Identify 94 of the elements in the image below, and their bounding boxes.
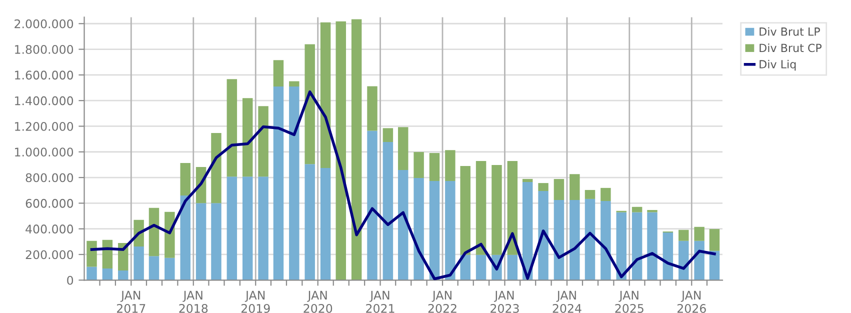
y-tick-label: 600.000 — [26, 198, 74, 208]
bar — [382, 142, 394, 280]
bar — [148, 256, 160, 280]
y-tick-label: 1.000.000 — [15, 148, 74, 157]
bar — [304, 44, 315, 164]
bar — [522, 178, 533, 182]
x-tick-label: JAN 2022 — [428, 290, 456, 313]
bar — [273, 86, 284, 280]
bar — [460, 166, 470, 255]
bar — [226, 79, 238, 177]
y-tick-label: 200.000 — [26, 250, 74, 260]
bar — [367, 86, 378, 131]
bar — [304, 164, 315, 280]
bar — [632, 212, 642, 280]
x-tick-label: JAN 2020 — [304, 290, 332, 313]
bar — [118, 270, 128, 280]
bar — [180, 195, 190, 280]
bar — [570, 200, 580, 280]
y-tick-label: 1.400.000 — [15, 96, 74, 106]
bar — [616, 212, 626, 280]
bar — [351, 19, 362, 280]
bar — [538, 183, 548, 191]
bar — [709, 228, 720, 251]
line-series — [90, 90, 716, 280]
bar — [600, 201, 611, 280]
bar — [662, 232, 674, 280]
x-tick-label: JAN 2019 — [241, 290, 270, 313]
bar — [414, 178, 424, 280]
bar — [86, 240, 97, 267]
bar — [242, 98, 253, 177]
bar — [242, 176, 253, 280]
bar — [429, 180, 440, 280]
bar — [600, 188, 611, 201]
bar — [694, 240, 704, 280]
legend-label: Div Liq — [760, 60, 796, 71]
bar — [273, 60, 284, 86]
bar — [538, 191, 548, 280]
bar — [460, 254, 470, 280]
y-tick-label: 1.600.000 — [15, 70, 74, 80]
legend-label: Div Brut CP — [760, 44, 822, 52]
bar — [320, 168, 331, 280]
bar — [320, 22, 331, 168]
bar — [678, 230, 689, 241]
bar — [570, 174, 580, 200]
y-tick-label: 2.000.000 — [14, 19, 74, 28]
x-tick-label: JAN 2017 — [116, 290, 146, 313]
bar — [289, 81, 300, 86]
x-tick-label: JAN 2021 — [366, 290, 394, 313]
bar — [102, 268, 113, 280]
bar — [584, 190, 596, 199]
bar — [476, 160, 486, 255]
bar — [429, 153, 440, 181]
bar — [258, 176, 268, 280]
bar — [148, 208, 160, 256]
legend-label: Div Brut LP — [760, 27, 820, 36]
x-tick-label: JAN 2024 — [552, 290, 582, 313]
y-tick-label: 0 — [67, 276, 74, 285]
bar — [289, 86, 300, 280]
bar — [211, 133, 222, 204]
x-tick-label: JAN 2025 — [615, 290, 644, 313]
y-tick-label: 1.800.000 — [15, 45, 74, 54]
bar — [507, 160, 518, 255]
bar — [398, 170, 408, 280]
bar — [367, 130, 378, 280]
bar — [584, 198, 596, 280]
bar — [554, 200, 564, 280]
bar — [180, 163, 190, 196]
bar — [414, 152, 424, 178]
bar — [258, 106, 268, 177]
bar — [211, 203, 222, 280]
bar — [382, 128, 394, 142]
bar — [554, 178, 564, 200]
bar — [336, 21, 346, 280]
y-tick-label: 400.000 — [26, 224, 74, 234]
bar — [647, 212, 658, 280]
bar — [134, 246, 144, 280]
bar — [86, 266, 97, 280]
x-tick-label: JAN 2023 — [490, 290, 519, 313]
y-tick-label: 800.000 — [26, 173, 74, 182]
bar — [694, 226, 704, 241]
bar — [164, 258, 175, 280]
bar — [226, 176, 238, 280]
bar — [632, 206, 642, 212]
x-tick-label: JAN 2018 — [179, 290, 208, 313]
bar — [445, 180, 456, 280]
bar — [398, 127, 408, 170]
bar — [492, 164, 502, 255]
bar — [476, 254, 486, 280]
bar — [507, 254, 518, 280]
bar — [445, 150, 456, 181]
bar — [196, 203, 206, 280]
bar — [647, 210, 658, 212]
y-tick-label: 1.200.000 — [15, 122, 74, 131]
x-tick-label: JAN 2026 — [677, 290, 706, 313]
